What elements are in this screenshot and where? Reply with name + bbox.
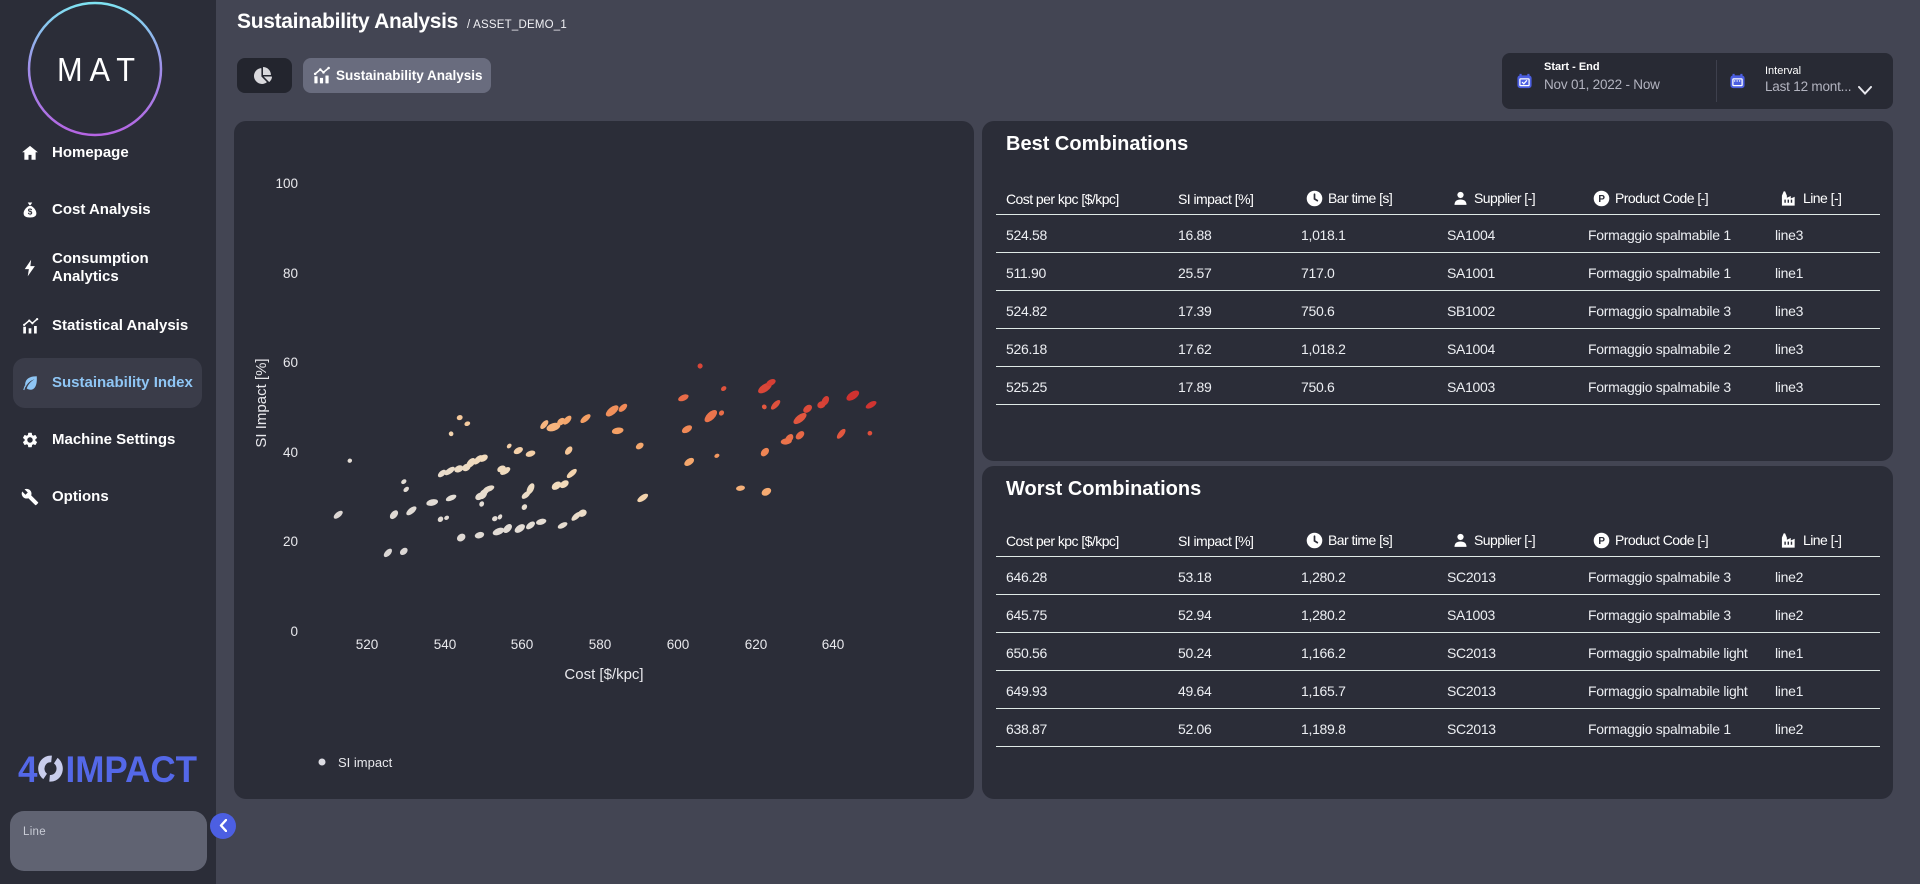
- svg-text:40: 40: [283, 445, 298, 460]
- svg-text:640: 640: [822, 637, 845, 652]
- svg-text:60: 60: [283, 355, 298, 370]
- svg-text:20: 20: [283, 534, 298, 549]
- svg-text:0: 0: [290, 624, 298, 639]
- svg-text:540: 540: [434, 637, 457, 652]
- svg-text:P: P: [1598, 536, 1605, 547]
- svg-text:SI Impact [%]: SI Impact [%]: [253, 358, 270, 447]
- svg-text:SI impact: SI impact: [338, 755, 393, 770]
- svg-text:520: 520: [356, 637, 379, 652]
- svg-text:M A T: M A T: [57, 51, 135, 88]
- svg-text:580: 580: [589, 637, 612, 652]
- svg-text:$: $: [28, 208, 33, 217]
- svg-text:Cost [$/kpc]: Cost [$/kpc]: [564, 666, 643, 683]
- svg-text:620: 620: [745, 637, 768, 652]
- svg-text:80: 80: [283, 266, 298, 281]
- svg-text:100: 100: [275, 176, 298, 191]
- svg-text:600: 600: [667, 637, 690, 652]
- svg-text:560: 560: [511, 637, 534, 652]
- svg-text:P: P: [1598, 194, 1605, 205]
